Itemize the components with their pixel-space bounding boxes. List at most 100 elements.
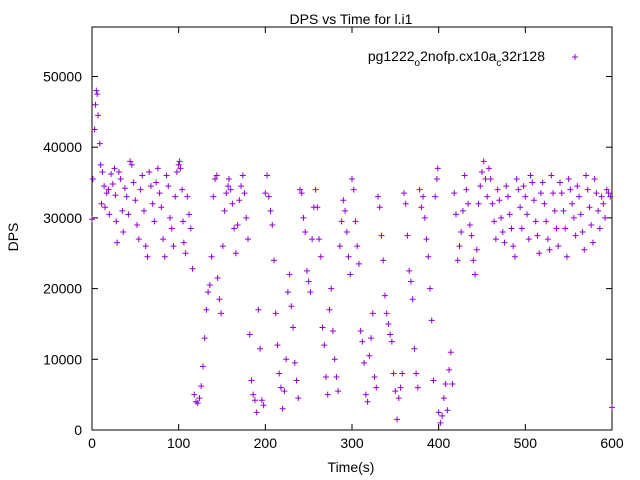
data-point (214, 274, 221, 281)
data-point (269, 221, 276, 228)
data-point (407, 278, 414, 285)
data-point (309, 236, 316, 243)
data-point (324, 391, 331, 398)
data-point (520, 183, 527, 190)
data-point (236, 197, 243, 204)
data-point (603, 186, 610, 193)
data-point (446, 366, 453, 373)
data-point (524, 211, 531, 218)
y-tick-label: 40000 (43, 139, 82, 155)
data-point (333, 373, 340, 380)
data-point (392, 388, 399, 395)
data-point (508, 225, 515, 232)
data-point (199, 363, 206, 370)
data-point (154, 165, 161, 172)
data-point (423, 236, 430, 243)
data-point (184, 193, 191, 200)
data-point (565, 176, 572, 183)
data-point (472, 271, 479, 278)
data-point (347, 271, 354, 278)
data-point (196, 395, 203, 402)
data-point (380, 257, 387, 264)
data-point (361, 359, 368, 366)
data-point (543, 218, 550, 225)
data-point (158, 204, 165, 211)
data-point (569, 200, 576, 207)
legend-label: pg1222o2nofp.cx10ac32r128 (368, 48, 545, 69)
axis-ticks: 0 100 200 300 400 500 600 0 10000 20000 30000 40000… (43, 27, 624, 451)
data-point (354, 243, 361, 250)
data-point (106, 211, 113, 218)
data-point (598, 193, 605, 200)
data-point (156, 190, 163, 197)
data-point (434, 165, 441, 172)
data-point (376, 204, 383, 211)
data-point (480, 158, 487, 165)
data-point (444, 407, 451, 414)
data-point (229, 200, 236, 207)
data-point (529, 179, 536, 186)
data-point (402, 200, 409, 207)
data-point (482, 176, 489, 183)
data-point (216, 296, 223, 303)
data-point (111, 165, 118, 172)
data-point (475, 200, 482, 207)
data-point (153, 179, 160, 186)
data-point (596, 225, 603, 232)
data-point (147, 183, 154, 190)
data-point (368, 335, 375, 342)
data-point (583, 172, 589, 179)
data-point (492, 236, 499, 243)
data-point (291, 359, 298, 366)
data-point (465, 200, 472, 207)
data-point (272, 310, 279, 317)
data-point (397, 384, 404, 391)
data-point (442, 381, 449, 388)
x-tick-label: 400 (427, 435, 451, 451)
data-point (558, 190, 565, 197)
data-point (607, 193, 614, 200)
data-point (589, 239, 596, 246)
data-point (264, 172, 271, 179)
data-point (406, 267, 413, 274)
data-point (120, 229, 127, 236)
data-point (473, 246, 480, 253)
y-tick-label: 10000 (43, 351, 82, 367)
data-point (562, 225, 569, 232)
data-point (385, 320, 392, 327)
data-point (203, 306, 210, 313)
data-point (96, 140, 103, 147)
data-point (253, 409, 260, 416)
data-point (206, 282, 213, 289)
legend: pg1222o2nofp.cx10ac32r128 (368, 48, 578, 69)
data-point (225, 176, 232, 183)
data-point (342, 207, 349, 214)
data-point (548, 172, 555, 179)
data-point (283, 356, 290, 363)
data-point (172, 193, 179, 200)
data-point (544, 236, 551, 243)
y-tick-label: 30000 (43, 210, 82, 226)
data-point (430, 377, 437, 384)
data-point (522, 193, 529, 200)
data-point (260, 402, 267, 409)
data-point (501, 239, 508, 246)
data-point (262, 190, 269, 197)
data-point (453, 211, 459, 218)
data-point (248, 377, 255, 384)
data-point (212, 176, 219, 183)
data-point (518, 225, 525, 232)
data-point (421, 214, 428, 221)
data-point (168, 225, 175, 232)
data-point (378, 232, 385, 239)
data-point (163, 172, 170, 179)
data-point (605, 190, 612, 197)
data-point (151, 218, 158, 225)
data-point (144, 253, 151, 260)
data-point (506, 211, 513, 218)
data-point (123, 193, 130, 200)
data-point (170, 243, 177, 250)
data-point (328, 285, 335, 292)
data-point (234, 221, 241, 228)
